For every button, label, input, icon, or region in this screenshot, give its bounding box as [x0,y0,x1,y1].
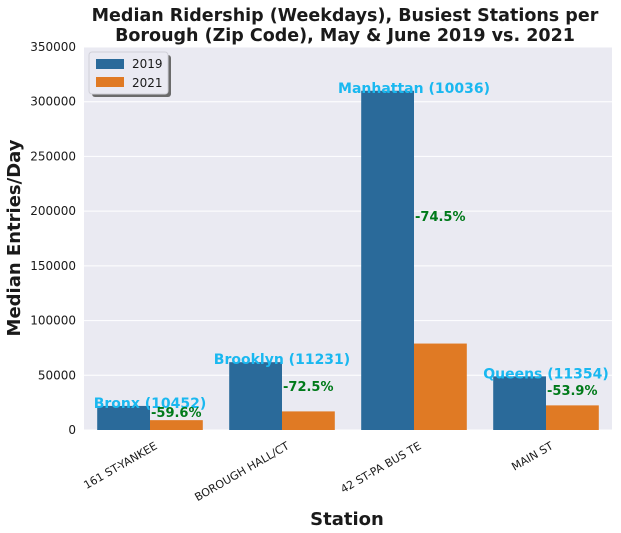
bar-2019-4 [493,376,546,430]
legend-swatch-2021 [96,77,124,87]
x-tick-label: MAIN ST [509,439,555,473]
change-label: -72.5% [283,380,334,395]
y-axis-ticks: 0 50000 100000 150000 200000 250000 300000 3500… [30,40,76,437]
bar-2019-2 [229,362,282,430]
borough-label: Manhattan (10036) [338,81,490,97]
y-tick-label: 250000 [30,149,76,163]
legend: 2019 2021 [88,51,171,97]
y-tick-label: 150000 [30,259,76,273]
x-tick-label: 42 ST-PA BUS TE [338,439,423,496]
bar-2021-2 [282,411,335,430]
change-label: -59.6% [151,406,202,421]
y-tick-label: 0 [68,423,76,437]
borough-label: Bronx (10452) [94,396,207,412]
chart-title-line-1: Median Ridership (Weekdays), Busiest Sta… [92,6,599,26]
change-label: -74.5% [415,210,466,225]
x-axis-ticks: 161 ST-YANKEE BOROUGH HALL/CT 42 ST-PA BUS… [81,439,555,504]
y-axis-label: Median Entries/Day [4,139,25,336]
y-tick-label: 350000 [30,40,76,54]
y-tick-label: 100000 [30,314,76,328]
bar-2021-3 [414,343,467,430]
x-tick-label: BOROUGH HALL/CT [192,439,291,504]
y-tick-label: 50000 [38,368,76,382]
chart-title-line-2: Borough (Zip Code), May & June 2019 vs. … [115,26,575,46]
y-tick-label: 200000 [30,204,76,218]
bar-2021-1 [150,420,203,430]
bars [97,90,599,431]
y-tick-label: 300000 [30,95,76,109]
borough-label: Brooklyn (11231) [214,352,350,368]
legend-swatch-2019 [96,59,124,69]
annotations: Bronx (10452)-59.6% Brooklyn (11231) -72.5… [94,81,609,421]
x-axis-label: Station [310,509,384,530]
plot-area [84,47,612,430]
legend-label-2019: 2019 [132,57,163,71]
legend-label-2021: 2021 [132,76,163,90]
change-label: -53.9% [547,384,598,399]
x-tick-label: 161 ST-YANKEE [81,439,159,492]
bar-2021-4 [546,405,599,430]
borough-label: Queens (11354) [483,366,609,382]
bar-2019-3 [361,90,414,431]
bar-2019-1 [97,405,150,430]
